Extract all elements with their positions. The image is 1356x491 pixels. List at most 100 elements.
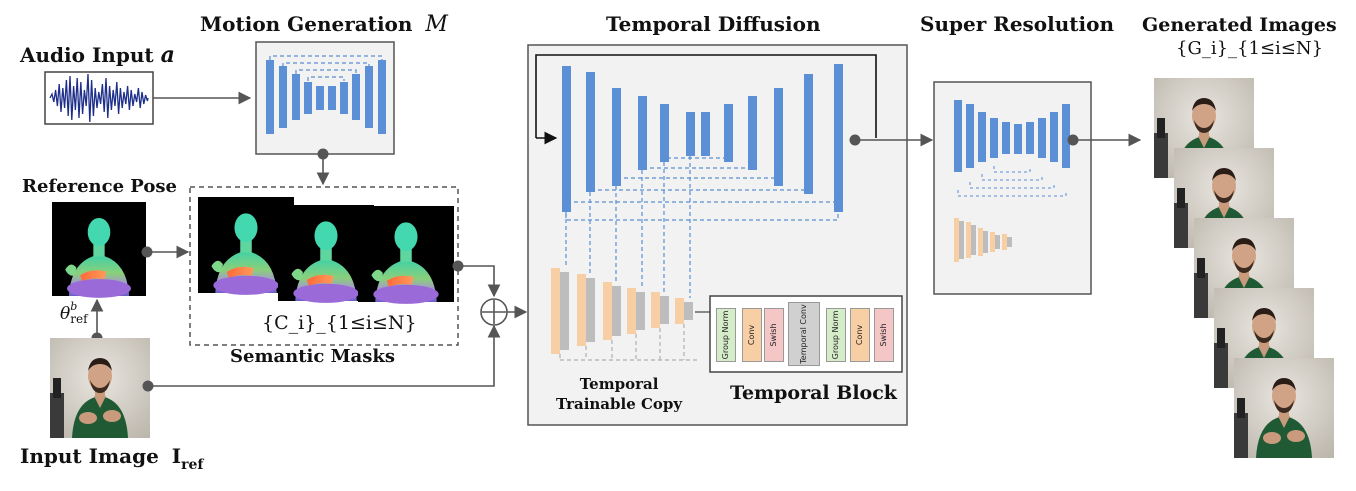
temporal-block-cell-label: Conv [854, 324, 864, 346]
sr-copy-block [966, 222, 971, 258]
audio-input-text: Audio Input [20, 43, 154, 67]
temporal-diffusion-text: Temporal Diffusion [606, 12, 821, 36]
trainable-copy-block [551, 268, 560, 354]
sr-unet-layer [1062, 104, 1070, 168]
motion-unet-layer [304, 82, 312, 114]
diffusion-skip-connection [589, 184, 809, 191]
generated-image-5 [1234, 358, 1334, 458]
sr-skip-connection [969, 182, 1055, 189]
generated-images-label: Generated Images [1142, 14, 1337, 36]
temporal-trainable-copy-line1: Temporal [579, 375, 659, 393]
temporal-block-cell-label: Swish [878, 323, 888, 347]
semantic-masks-set-label: {C_i}_{1≤i≤N} [262, 312, 417, 334]
sr-unet-layer [954, 100, 962, 172]
motion-generation-text: Motion Generation [200, 12, 413, 36]
generated-set: {G_i}_{1≤i≤N} [1176, 38, 1324, 59]
theta-sub: ref [70, 311, 88, 326]
trainable-copy-block [651, 292, 660, 328]
temporal-block-cell: Temporal Conv [788, 302, 820, 366]
motion-unet-layer [279, 66, 287, 128]
sr-copy-block [1002, 234, 1007, 250]
trainable-copy-temporal [660, 296, 669, 324]
input-image-symbol: I [171, 444, 182, 468]
sr-unet-layer [1050, 112, 1058, 162]
trainable-copy-temporal [612, 286, 621, 336]
motion-unet-layer [266, 60, 274, 134]
input-image-symbol-sub: ref [181, 457, 204, 473]
motion-unet-layer [328, 86, 336, 110]
sr-skip-connection [993, 166, 1031, 173]
super-resolution-text: Super Resolution [920, 12, 1114, 36]
masks-to-sum-arrow [458, 265, 501, 298]
input-image-text: Input Image [20, 444, 159, 468]
temporal-block-cell-label: Swish [768, 323, 778, 347]
theta-ref-label: θ b ref [60, 300, 90, 326]
sr-copy-block [990, 232, 995, 252]
theta-main: θ [60, 304, 71, 324]
diffusion-skip-connection [565, 196, 839, 203]
diffusion-unet-layer [701, 112, 710, 156]
sr-unet-layer [1026, 122, 1034, 154]
sr-copy-block [978, 228, 983, 256]
semantic-masks-set: {C_i}_{1≤i≤N} [262, 312, 417, 334]
motion-skip-connection [307, 76, 345, 81]
sr-skip-connection [957, 190, 1067, 197]
diffusion-unet-layer [748, 96, 757, 170]
motion-generation-box [255, 41, 395, 155]
sr-unet-layer [978, 112, 986, 162]
sr-copy-temporal [995, 235, 1000, 249]
trainable-copy-temporal [636, 292, 645, 330]
temporal-trainable-copy-label: Temporal Trainable Copy [556, 374, 682, 414]
temporal-block-cell-label: Temporal Conv [798, 304, 808, 364]
trainable-copy-temporal [560, 272, 569, 350]
sr-copy-temporal [971, 225, 976, 255]
temporal-block-cell: Conv [850, 308, 870, 362]
diffusion-unet-layer [724, 104, 733, 162]
temporal-block-cell: Group Norm [716, 308, 736, 362]
motion-skip-connection [269, 55, 383, 60]
temporal-block-cell-label: Conv [746, 324, 756, 346]
semantic-mask-3 [358, 206, 454, 304]
input-to-sum-arrow [148, 324, 501, 387]
motion-unet-layer [378, 60, 386, 134]
motion-symbol: M [425, 12, 448, 37]
audio-waveform-icon [49, 73, 149, 123]
diffusion-unet-layer [638, 96, 647, 170]
generated-set-label: {G_i}_{1≤i≤N} [1176, 38, 1323, 59]
temporal-trainable-copy-line2: Trainable Copy [556, 395, 683, 413]
diffusion-unet-layer [586, 72, 595, 192]
audio-input-label: Audio Input a [20, 42, 175, 68]
sr-unet-layer [990, 118, 998, 158]
temporal-block-cell: Conv [742, 308, 762, 362]
sr-copy-block [954, 218, 959, 262]
trainable-copy-block [577, 274, 586, 346]
temporal-block-text: Temporal Block [730, 382, 897, 404]
temporal-block-label: Temporal Block [730, 382, 897, 404]
sr-copy-temporal [983, 231, 988, 253]
super-resolution-label: Super Resolution [920, 12, 1114, 36]
diffusion-unet-layer [834, 64, 843, 212]
sr-unet-layer [1002, 122, 1010, 154]
sr-unet-layer [1038, 118, 1046, 158]
diffusion-unet-layer [562, 66, 571, 212]
audio-symbol: a [160, 42, 175, 68]
trainable-copy-block [603, 282, 612, 340]
sr-copy-temporal [1007, 237, 1012, 247]
temporal-block-cell: Swish [874, 308, 894, 362]
diffusion-skip-connection [663, 157, 729, 162]
sr-skip-connection [981, 174, 1043, 181]
temporal-block-cell: Group Norm [826, 308, 846, 362]
temporal-diffusion-label: Temporal Diffusion [606, 12, 821, 36]
audio-box [44, 71, 154, 125]
temporal-block-cell: Swish [764, 308, 784, 362]
motion-generation-label: Motion Generation M [200, 12, 448, 37]
diffusion-loop-line [535, 54, 877, 138]
input-image [50, 338, 150, 438]
semantic-masks-text: Semantic Masks [230, 346, 395, 367]
trainable-copy-temporal [586, 278, 595, 342]
input-image-label: Input Image Iref [20, 444, 203, 473]
reference-pose-text: Reference Pose [22, 176, 177, 197]
reference-pose-label: Reference Pose [22, 176, 177, 197]
diffusion-unet-layer [686, 112, 695, 156]
